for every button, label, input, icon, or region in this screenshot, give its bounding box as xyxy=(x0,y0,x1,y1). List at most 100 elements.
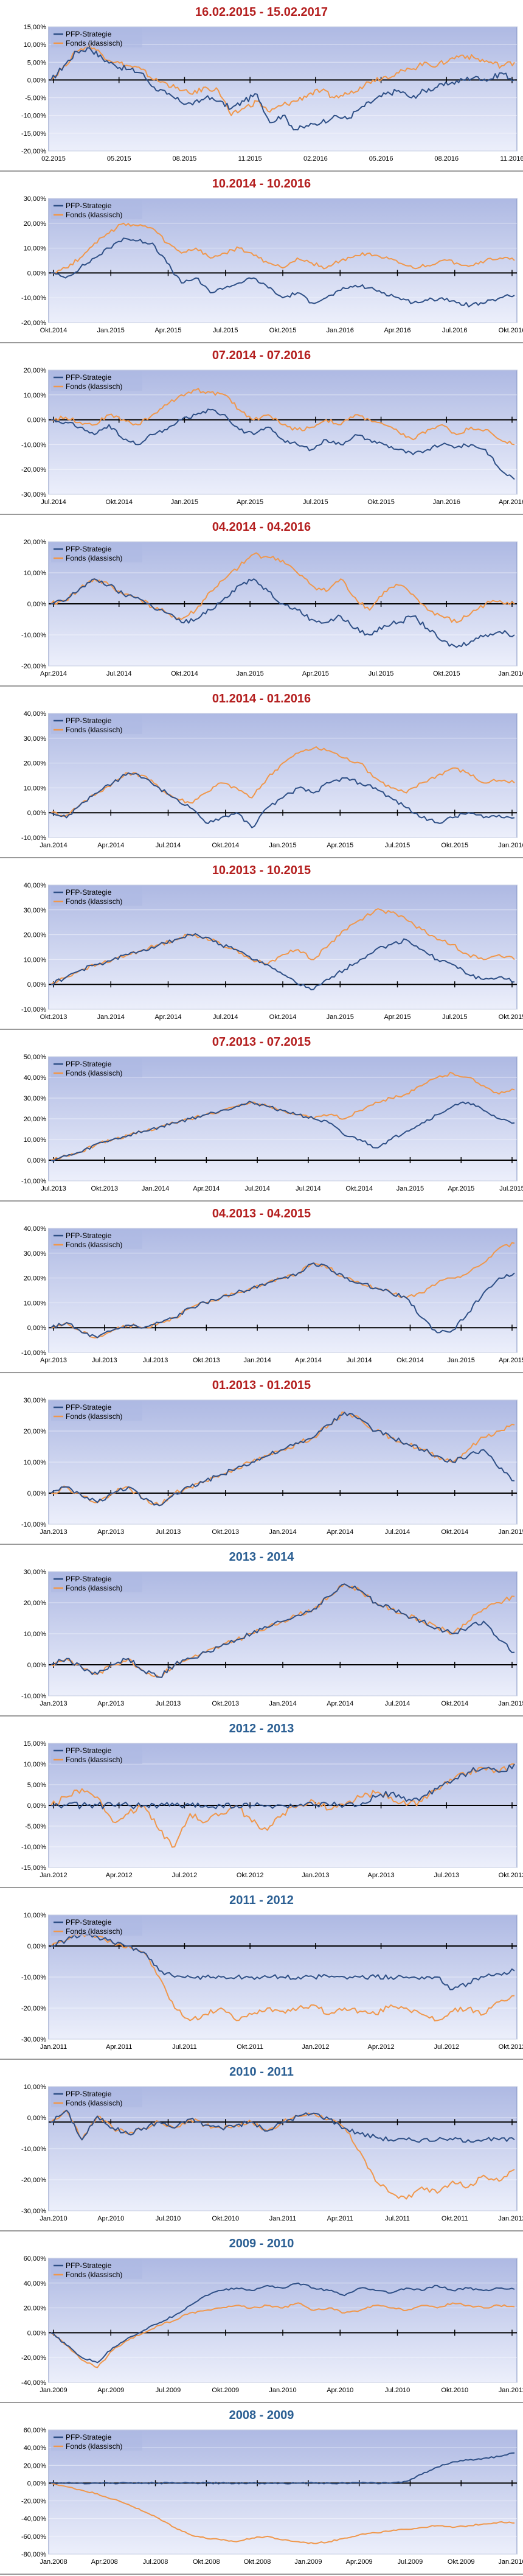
line-chart: 10.2013 - 10.2015 -10,00% 0,00% 10,00% 20,00… xyxy=(21,864,523,1021)
x-tick-label: Okt.2014 xyxy=(441,1700,468,1707)
y-tick-label: 0,00% xyxy=(27,2115,46,2122)
series-line-pfp-strategie xyxy=(50,1763,515,1810)
series-line-pfp-strategie xyxy=(50,2452,515,2485)
x-tick-label: Jan.2015 xyxy=(269,842,296,849)
x-tick-label: Jan.2010 xyxy=(269,2387,296,2394)
x-tick-label: Apr.2013 xyxy=(368,1872,395,1879)
x-tick-label: Jan.2010 xyxy=(498,2558,523,2566)
y-tick-label: -10,00% xyxy=(21,1974,46,1981)
x-tick-label: Okt.2015 xyxy=(499,1013,523,1021)
x-tick-label: Jan.2014 xyxy=(243,1357,271,1364)
legend xyxy=(51,886,142,906)
x-tick-label: Jul.2013 xyxy=(434,1872,459,1879)
line-chart: 01.2014 - 01.2016 -10,00% 0,00% 10,00% 20,00… xyxy=(21,692,523,849)
x-tick-label: Okt.2013 xyxy=(193,1357,220,1364)
y-tick-label: 0,00% xyxy=(27,1490,46,1497)
legend xyxy=(51,371,142,391)
x-tick-label: Apr.2008 xyxy=(91,2558,118,2566)
y-tick-label: 20,00% xyxy=(24,2462,47,2469)
chart-title: 2008 - 2009 xyxy=(229,2409,294,2422)
series-line-pfp-strategie xyxy=(50,408,515,480)
y-tick-label: -20,00% xyxy=(21,2177,46,2184)
legend-label: Fonds (klassisch) xyxy=(66,554,122,562)
legend xyxy=(51,715,142,734)
legend-label: PFP-Strategie xyxy=(66,201,112,210)
y-tick-label: -15,00% xyxy=(21,1864,46,1872)
y-tick-label: 0,00% xyxy=(27,1662,46,1669)
x-tick-label: Apr.2013 xyxy=(40,1357,67,1364)
x-tick-label: 05.2015 xyxy=(107,155,131,163)
x-tick-label: Jul.2015 xyxy=(385,842,410,849)
x-tick-label: Jul.2013 xyxy=(143,1357,168,1364)
x-tick-label: Okt.2015 xyxy=(441,842,468,849)
legend-label: Fonds (klassisch) xyxy=(66,1412,122,1421)
line-chart: 2011 - 2012 -30,00% -20,00% -10,00% 0,00% 10,… xyxy=(21,1894,523,2051)
x-tick-label: Jan.2009 xyxy=(40,2387,67,2394)
y-tick-label: 0,00% xyxy=(27,2480,46,2487)
legend xyxy=(51,1573,142,1592)
chart-panel: 07.2014 - 07.2016 -30,00% -20,00% -10,00% 0,… xyxy=(0,343,523,515)
chart-title: 16.02.2015 - 15.02.2017 xyxy=(195,5,328,19)
series-line-pfp-strategie xyxy=(50,237,515,307)
chart-panel: 04.2014 - 04.2016 -20,00% -10,00% 0,00% 10,0… xyxy=(0,515,523,687)
legend xyxy=(51,1916,142,1936)
y-tick-label: -10,00% xyxy=(21,113,46,120)
legend-label: Fonds (klassisch) xyxy=(66,726,122,734)
x-tick-label: Jul.2010 xyxy=(156,2215,181,2222)
x-tick-label: Jan.2012 xyxy=(498,2215,523,2222)
chart-panel: 2011 - 2012 -30,00% -20,00% -10,00% 0,00% 10,… xyxy=(0,1888,523,2060)
legend-label: PFP-Strategie xyxy=(66,2090,112,2098)
y-tick-label: 20,00% xyxy=(24,2305,47,2312)
legend-label: PFP-Strategie xyxy=(66,1575,112,1583)
y-tick-label: -80,00% xyxy=(21,2551,46,2558)
chart-title: 10.2014 - 10.2016 xyxy=(212,177,311,191)
x-tick-label: Apr.2009 xyxy=(346,2558,373,2566)
x-tick-label: 08.2016 xyxy=(434,155,459,163)
x-tick-label: Jul.2014 xyxy=(385,1700,410,1707)
y-tick-label: 10,00% xyxy=(24,1761,47,1768)
x-tick-label: Okt.2013 xyxy=(212,1700,239,1707)
x-tick-label: Jan.2014 xyxy=(97,1013,125,1021)
x-tick-label: Jan.2015 xyxy=(327,1013,354,1021)
x-tick-label: Apr.2014 xyxy=(40,670,67,677)
chart-panel: 10.2014 - 10.2016 -20,00% -10,00% 0,00% 10,0… xyxy=(0,172,523,343)
x-tick-label: Jan.2011 xyxy=(499,2387,523,2394)
x-tick-label: Jan.2016 xyxy=(327,327,354,334)
x-tick-label: Jan.2016 xyxy=(498,670,523,677)
x-tick-label: Apr.2014 xyxy=(327,1528,353,1536)
y-tick-label: -20,00% xyxy=(21,2498,46,2505)
series-line-pfp-strategie xyxy=(50,933,515,990)
y-tick-label: 20,00% xyxy=(24,932,47,939)
y-tick-label: 10,00% xyxy=(24,1459,47,1466)
x-tick-label: Jul.2009 xyxy=(156,2387,181,2394)
x-tick-label: 05.2016 xyxy=(369,155,393,163)
x-tick-label: Okt.2014 xyxy=(212,842,239,849)
chart-title: 01.2014 - 01.2016 xyxy=(212,692,311,705)
x-tick-label: 11.2016 xyxy=(500,155,523,163)
x-tick-label: Jul.2014 xyxy=(244,1185,270,1192)
series-line-pfp-strategie xyxy=(50,1262,515,1339)
y-tick-label: 20,00% xyxy=(24,1275,47,1283)
legend-label: PFP-Strategie xyxy=(66,1918,112,1927)
y-tick-label: -30,00% xyxy=(21,2036,46,2043)
line-chart: 07.2013 - 07.2015 -10,00% 0,00% 10,00% 20,00… xyxy=(21,1035,523,1192)
y-tick-label: 10,00% xyxy=(24,785,47,792)
x-tick-label: Jan.2012 xyxy=(40,1872,67,1879)
x-tick-label: Jul.2014 xyxy=(296,1185,321,1192)
x-tick-label: Okt.2014 xyxy=(171,670,198,677)
x-tick-label: Jul.2013 xyxy=(92,1357,117,1364)
y-tick-label: 30,00% xyxy=(24,735,47,743)
chart-title: 01.2013 - 01.2015 xyxy=(212,1379,311,1392)
x-tick-label: Jul.2011 xyxy=(172,2043,197,2051)
chart-panel: 01.2013 - 01.2015 -10,00% 0,00% 10,00% 20,00… xyxy=(0,1373,523,1545)
legend-label: PFP-Strategie xyxy=(66,1746,112,1755)
x-tick-label: Okt.2015 xyxy=(269,327,297,334)
legend xyxy=(51,28,142,47)
y-tick-label: -40,00% xyxy=(21,2516,46,2523)
y-tick-label: -15,00% xyxy=(21,130,46,138)
x-tick-label: Jul.2012 xyxy=(434,2043,459,2051)
y-tick-label: 20,00% xyxy=(24,1428,47,1435)
x-tick-label: Okt.2008 xyxy=(244,2558,271,2566)
series-line-fonds-klassisch xyxy=(50,552,515,623)
y-tick-label: 30,00% xyxy=(24,1250,47,1258)
